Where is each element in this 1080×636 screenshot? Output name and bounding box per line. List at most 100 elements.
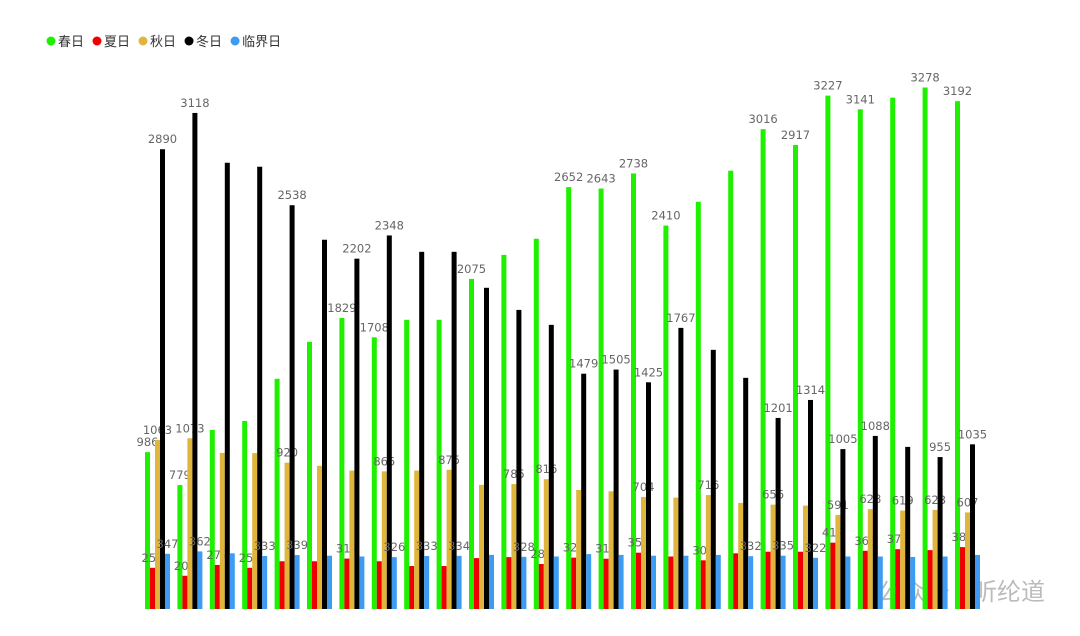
legend-label: 秋日 [150,35,176,50]
value-label: 328 [513,540,535,554]
bar [710,349,716,609]
bar [808,399,813,609]
bar [598,188,604,610]
value-label: 607 [957,495,979,509]
bar [262,556,268,609]
bar [678,327,684,609]
value-label: 347 [157,537,179,551]
bar [890,97,896,609]
value-label: 2738 [619,156,648,170]
bar [229,553,235,609]
bar [533,238,539,609]
bar [474,558,479,609]
bar [224,162,230,609]
bar [424,556,430,609]
bar [738,502,744,609]
value-label: 619 [892,494,914,508]
bar [322,239,327,609]
bar [479,484,484,609]
legend-marker [230,36,240,46]
value-label: 2890 [148,132,177,146]
bar [247,567,253,609]
bar [538,563,544,609]
value-label: 1201 [763,401,792,415]
bar [673,497,679,609]
bar [937,457,943,609]
bar [516,309,522,609]
bar [715,554,721,609]
bar [830,542,836,609]
bar [511,484,517,609]
value-label: 591 [827,498,849,512]
bar [798,551,803,609]
bar [553,556,559,609]
bar [294,555,300,609]
bar [663,225,669,609]
value-label: 779 [169,468,191,482]
bar [548,324,554,609]
value-label: 865 [373,454,395,468]
bar [414,470,420,609]
value-label: 716 [697,478,719,492]
value-label: 3278 [910,71,939,85]
bar [825,95,831,609]
legend-marker [138,36,148,46]
bar [900,510,906,609]
bar [765,551,771,609]
value-label: 339 [286,538,308,552]
bar [484,287,489,609]
value-label: 955 [929,440,951,454]
bar [641,497,646,609]
bar [803,505,808,609]
bar [456,555,462,609]
bar [160,149,165,609]
bar [613,369,619,609]
bar [312,561,317,609]
bar [770,504,776,609]
value-label: 333 [416,539,438,553]
bar [970,444,975,609]
bar [257,166,263,609]
bar [344,558,350,609]
bar [586,554,592,609]
bar [748,556,754,609]
value-label: 362 [189,534,211,548]
bar [521,556,527,609]
value-label: 335 [772,539,794,553]
bar [895,549,901,609]
bar [409,566,415,609]
value-label: 628 [859,492,881,506]
value-label: 332 [740,539,762,553]
bar [636,552,641,609]
value-label: 920 [276,446,298,460]
bar [317,465,322,609]
value-label: 3192 [943,84,972,98]
legend-marker [46,36,56,46]
bar [775,417,781,609]
bar [975,554,980,609]
bar [631,173,636,609]
bar [279,561,285,609]
bar [618,554,624,609]
value-label: 334 [448,539,470,553]
bar [376,561,382,609]
bar [845,556,851,609]
bar [576,490,582,609]
value-label: 3141 [846,92,875,106]
bar [192,112,198,610]
bar [209,429,215,609]
value-label: 1505 [601,353,630,367]
bar [543,479,549,609]
bar [683,555,689,609]
bar [705,495,711,609]
value-label: 2538 [277,188,306,202]
bar [386,235,392,610]
legend-label: 临界日 [242,35,281,50]
bar [927,550,933,609]
bar [177,485,183,609]
bar [780,555,786,609]
bar [242,420,248,609]
bar [733,553,739,609]
bar [760,129,766,609]
